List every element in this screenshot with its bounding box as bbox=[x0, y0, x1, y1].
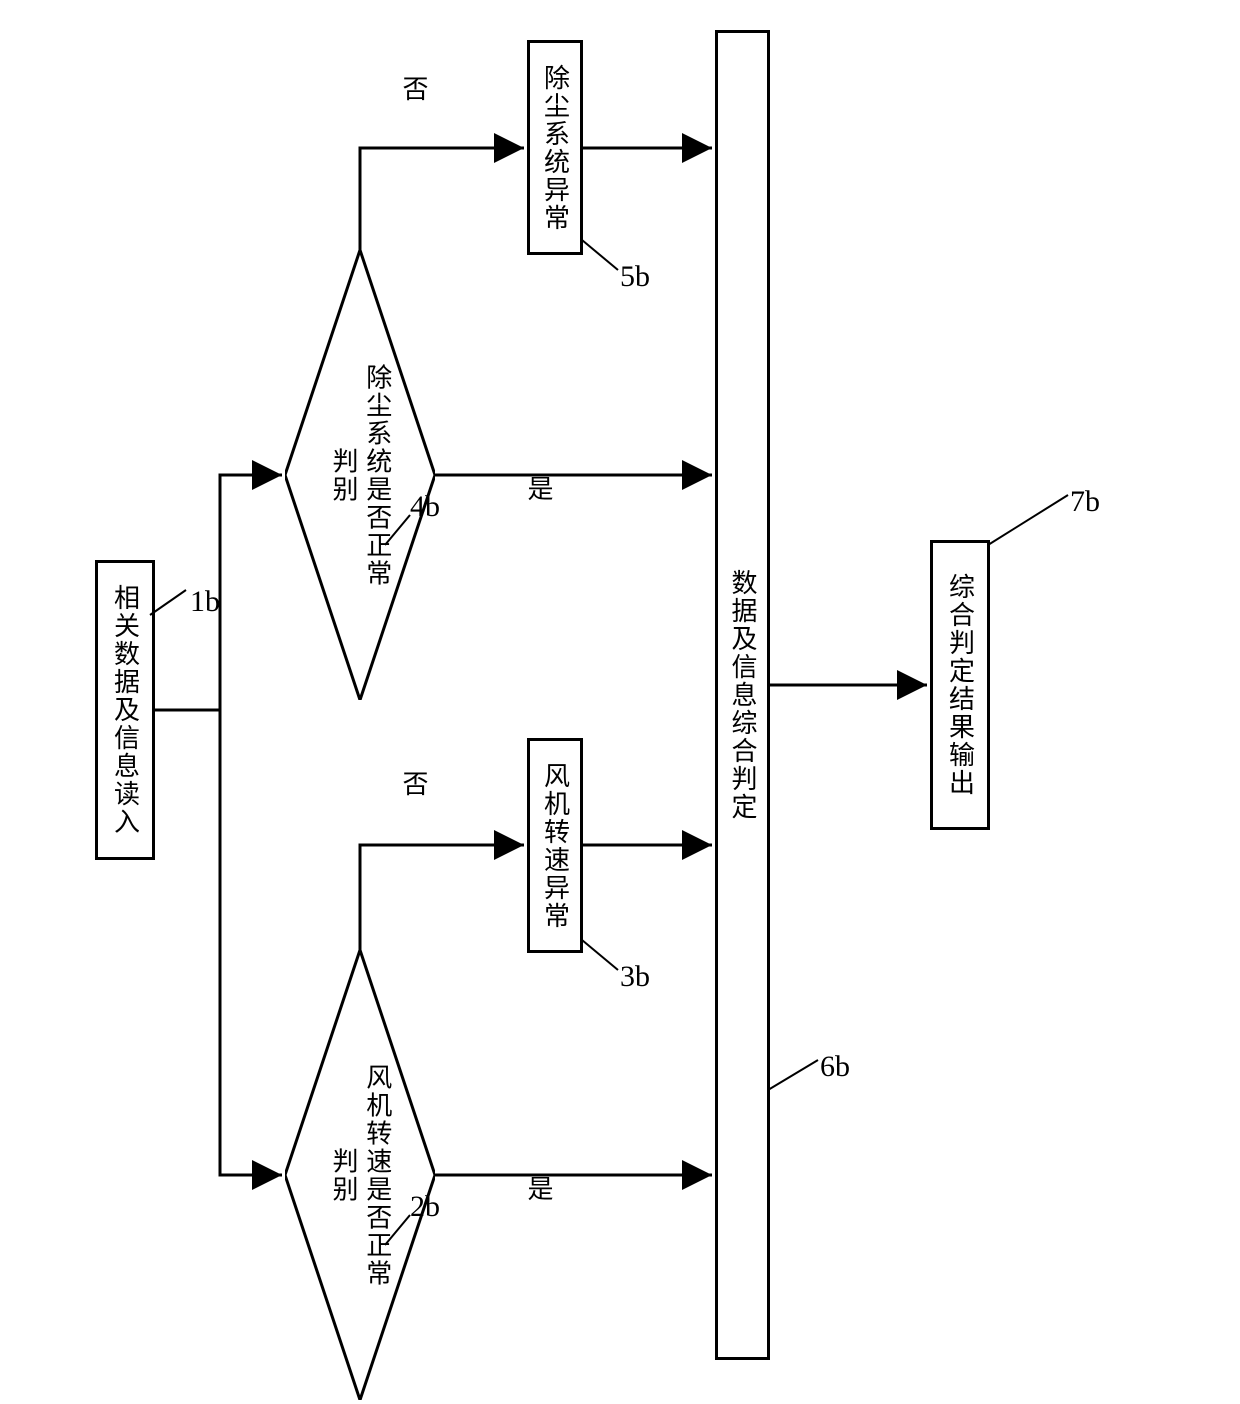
node-output-label: 综合判定结果输出 bbox=[942, 573, 979, 797]
node-decision-dust: 除尘系统是否正常判别 bbox=[285, 250, 435, 700]
node-decision-dust-label: 除尘系统是否正常判别 bbox=[326, 363, 394, 588]
node-input: 相关数据及信息读入 bbox=[95, 560, 155, 860]
node-merge: 数据及信息综合判定 bbox=[715, 30, 770, 1360]
node-abnormal-fan-label: 风机转速异常 bbox=[537, 762, 574, 930]
node-input-label: 相关数据及信息读入 bbox=[107, 584, 144, 836]
edge-label-fan-no: 否 bbox=[395, 770, 432, 796]
node-decision-fan: 风机转速是否正常判别 bbox=[285, 950, 435, 1400]
node-output: 综合判定结果输出 bbox=[930, 540, 990, 830]
edge-label-dust-no: 否 bbox=[395, 75, 432, 101]
node-merge-label: 数据及信息综合判定 bbox=[724, 569, 761, 821]
node-abnormal-fan: 风机转速异常 bbox=[527, 738, 583, 953]
ref-label-2b: 2b bbox=[410, 1190, 440, 1224]
ref-label-7b: 7b bbox=[1070, 485, 1100, 519]
ref-label-4b: 4b bbox=[410, 490, 440, 524]
ref-label-5b: 5b bbox=[620, 260, 650, 294]
edge-label-dust-yes: 是 bbox=[520, 475, 557, 501]
node-abnormal-dust: 除尘系统异常 bbox=[527, 40, 583, 255]
arrows-layer bbox=[0, 0, 1240, 1404]
edge-label-fan-yes: 是 bbox=[520, 1175, 557, 1201]
ref-label-1b: 1b bbox=[190, 585, 220, 619]
node-decision-fan-label: 风机转速是否正常判别 bbox=[326, 1063, 394, 1288]
flowchart-diagram: 相关数据及信息读入 风机转速是否正常判别 除尘系统是否正常判别 风机转速异常 除… bbox=[0, 0, 1240, 1404]
ref-label-6b: 6b bbox=[820, 1050, 850, 1084]
ref-label-3b: 3b bbox=[620, 960, 650, 994]
node-abnormal-dust-label: 除尘系统异常 bbox=[537, 64, 574, 232]
